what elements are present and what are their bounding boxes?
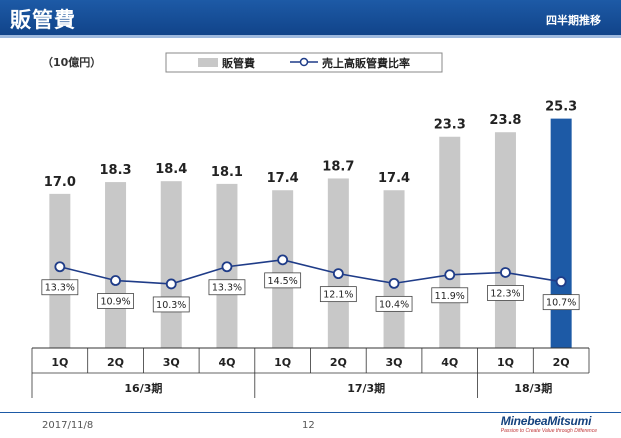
bar-value-label: 18.4 — [155, 162, 187, 177]
ratio-line — [59, 259, 562, 285]
header-rule — [0, 35, 621, 38]
bar-value-label: 23.8 — [489, 113, 521, 128]
footer-date: 2017/11/8 — [42, 420, 94, 431]
category-label: 4Q — [441, 356, 458, 369]
category-label: 2Q — [107, 356, 124, 369]
bar-value-label: 17.4 — [267, 171, 299, 186]
bar-value-label: 18.7 — [322, 159, 354, 174]
bar — [272, 190, 294, 348]
bar — [160, 181, 182, 348]
category-label: 2Q — [330, 356, 347, 369]
page-title: 販管費 — [10, 8, 76, 32]
category-label: 3Q — [386, 356, 403, 369]
bar-value-label: 18.1 — [211, 165, 243, 180]
bar-value-label: 17.4 — [378, 171, 410, 186]
page-number: 12 — [302, 420, 315, 431]
bar — [550, 118, 572, 348]
chart-legend: 販管費 売上高販管費比率 — [165, 52, 443, 73]
ratio-marker — [444, 269, 456, 281]
footer-divider — [0, 412, 621, 413]
ratio-marker — [221, 261, 233, 273]
company-logo: MinebeaMitsumi Passion to Create Value t… — [501, 414, 597, 434]
category-label: 2Q — [553, 356, 570, 369]
ratio-marker — [165, 278, 177, 290]
ratio-label: 12.3% — [490, 288, 520, 299]
ratio-label-box — [375, 295, 413, 312]
ratio-marker — [555, 276, 567, 288]
bar — [383, 190, 405, 348]
group-label: 16/3期 — [124, 381, 162, 395]
bar — [439, 136, 461, 348]
bars-layer: 17.0 18.3 18.4 18.1 17.4 18.7 17.4 23.3 23.8 25.3 — [44, 100, 577, 348]
ratio-label-box — [264, 272, 302, 289]
ratio-marker — [54, 261, 66, 273]
ratio-label-box — [431, 287, 469, 304]
logo-tagline: Passion to Create Value through Differen… — [500, 428, 597, 434]
ratio-marker — [277, 254, 289, 266]
ratio-label-box — [487, 285, 524, 301]
unit-label: （10億円） — [42, 56, 102, 69]
category-label: 1Q — [51, 356, 68, 369]
ratio-marker — [500, 267, 511, 278]
legend-line-marker — [299, 57, 309, 67]
category-label: 4Q — [218, 356, 235, 369]
bar — [494, 132, 516, 348]
ratio-label: 13.3% — [212, 283, 242, 294]
legend-bar-label: 販管費 — [222, 56, 255, 70]
ratio-label: 10.7% — [546, 298, 576, 309]
legend-bar-swatch — [198, 58, 218, 67]
ratio-label-box — [542, 294, 580, 311]
group-label: 17/3期 — [347, 381, 385, 395]
category-label: 3Q — [163, 356, 180, 369]
ratio-label: 10.4% — [379, 299, 409, 310]
category-label: 1Q — [497, 356, 514, 369]
bar-value-label: 18.3 — [100, 163, 132, 178]
ratio-label-box — [97, 293, 134, 309]
ratio-label: 10.9% — [100, 297, 130, 308]
ratio-label: 13.3% — [45, 283, 75, 294]
logo-text: MinebeaMitsumi — [500, 414, 592, 428]
sga-chart: 販管費 売上高販管費比率 17.018.3 18.4 18.1 17.418.717.… — [31, 52, 590, 398]
ratio-label-box — [152, 296, 190, 313]
ratio-label: 10.3% — [156, 300, 186, 311]
ratio-marker — [110, 275, 121, 286]
group-label: 18/3期 — [514, 381, 552, 395]
ratio-label-box — [319, 286, 357, 303]
ratio-label-box — [41, 279, 79, 296]
line-layer: 13.3% 10.9% 10.3% 13.3% 14.5% 12.1% 10.4% 11.9%… — [41, 254, 580, 313]
ratio-marker — [388, 277, 400, 289]
ratio-label: 14.5% — [268, 276, 298, 287]
page-subtitle: 四半期推移 — [546, 14, 601, 27]
bar-value-label: 17.0 — [44, 175, 76, 190]
ratio-label: 11.9% — [435, 291, 465, 302]
ratio-marker — [332, 268, 344, 280]
ratio-label: 12.1% — [323, 290, 353, 301]
header-bar: 販管費 四半期推移 — [0, 0, 621, 35]
ratio-label-box — [208, 279, 246, 296]
bar — [105, 182, 127, 348]
bar — [327, 178, 349, 348]
bar-value-label: 25.3 — [545, 100, 577, 115]
legend-line-label: 売上高販管費比率 — [322, 56, 410, 70]
category-label: 1Q — [274, 356, 291, 369]
bar-value-label: 23.3 — [434, 118, 466, 133]
